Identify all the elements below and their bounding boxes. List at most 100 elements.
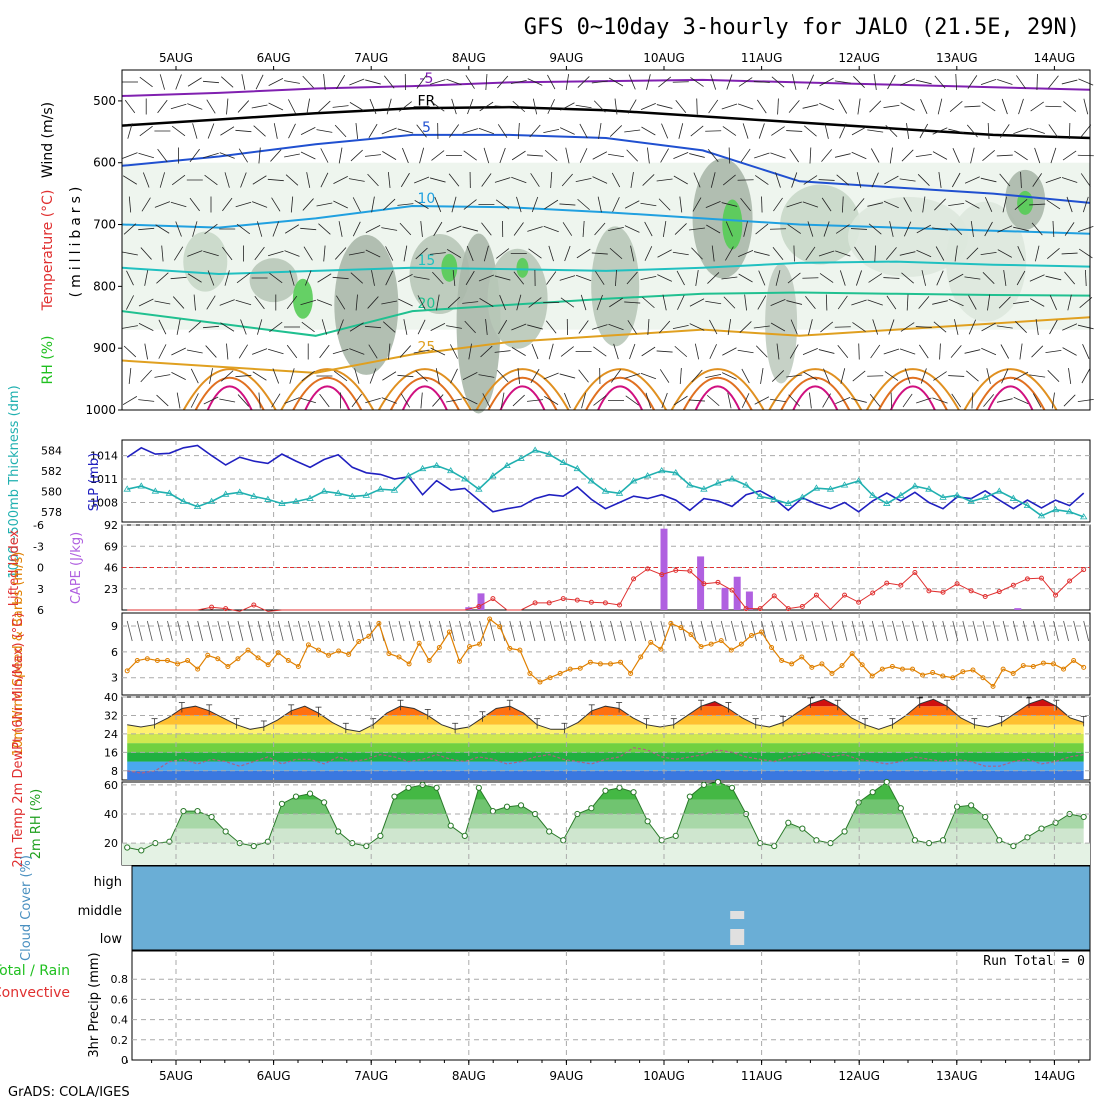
li-tick-label: 0 <box>37 562 44 575</box>
surface-wind-barb <box>832 621 837 641</box>
rh-marker <box>504 804 509 809</box>
bottom-date-label: 10AUG <box>643 1069 685 1083</box>
surface-wind-barb <box>651 621 656 641</box>
surface-wind-barb <box>1023 621 1028 641</box>
rh-marker <box>1053 820 1058 825</box>
rh-marker <box>448 823 453 828</box>
top-date-label: 12AUG <box>838 51 880 65</box>
wind-tick-label: 6 <box>111 646 118 659</box>
rh-marker <box>209 814 214 819</box>
temp-band <box>122 734 1090 743</box>
cloud-label: Cloud Cover (%) <box>19 855 34 961</box>
surface-wind-barb <box>862 621 867 641</box>
panels: 5AUG5AUG6AUG6AUG7AUG7AUG8AUG8AUG9AUG9AUG… <box>0 51 1094 1083</box>
temp-tick-label: 40 <box>104 691 118 704</box>
surface-wind-barb <box>137 621 142 641</box>
temp-band <box>122 762 1090 771</box>
wind-tick-label: 3 <box>111 672 118 685</box>
rh-marker <box>547 829 552 834</box>
precip-tick-label: 0.8 <box>111 973 129 986</box>
surface-wind-barb <box>892 621 897 641</box>
surface-wind-barb <box>288 621 293 641</box>
bottom-date-label: 5AUG <box>159 1069 193 1083</box>
surface-wind-barb <box>278 621 283 641</box>
top-date-label: 6AUG <box>257 51 291 65</box>
surface-wind-barb <box>701 621 706 641</box>
rh-marker <box>336 829 341 834</box>
rh-band <box>122 843 1090 865</box>
wind-barb <box>705 131 721 132</box>
surface-wind-barb <box>560 621 565 641</box>
precip-tick-label: 0 <box>121 1054 128 1067</box>
rh-marker <box>617 785 622 790</box>
surface-wind-barb <box>409 621 414 641</box>
rh-marker <box>307 791 312 796</box>
surface-wind-barb <box>530 621 535 641</box>
rh-marker <box>1011 843 1016 848</box>
surface-wind-barb <box>792 621 797 641</box>
temp-tick-label: 24 <box>104 728 118 741</box>
ylabel-part: Wind (m/s) <box>40 102 56 178</box>
rh-marker <box>983 814 988 819</box>
temp-band <box>122 771 1090 780</box>
surface-wind-barb <box>1074 621 1079 641</box>
rh-label: 2m RH (%) <box>29 789 44 860</box>
isotherm-label: 20 <box>417 296 435 312</box>
isotherm-label: 25 <box>417 339 435 355</box>
rh-marker <box>814 838 819 843</box>
cloud-row-label: middle <box>78 904 122 919</box>
upper-air-ylabel: RH (%)Temperature (°C)Wind (m/s)(milliba… <box>40 102 84 385</box>
precip-legend-convective: Convective <box>0 985 70 1001</box>
wind-barb <box>1045 106 1061 107</box>
surface-wind-barb <box>782 621 787 641</box>
bottom-date-label: 7AUG <box>354 1069 388 1083</box>
thickness-tick-label: 582 <box>41 465 62 478</box>
top-date-label: 11AUG <box>741 51 783 65</box>
rh-marker <box>561 838 566 843</box>
cloud-clear-cell <box>730 911 744 919</box>
surface-wind-barb <box>1003 621 1008 641</box>
wind-speed-line <box>127 619 1083 686</box>
surface-wind-barb <box>1064 621 1069 641</box>
surface-wind-barb <box>913 621 918 641</box>
surface-wind-barb <box>983 621 988 641</box>
surface-wind-barb <box>167 621 172 641</box>
rh-marker <box>912 838 917 843</box>
rh-marker <box>673 833 678 838</box>
rh-marker <box>251 843 256 848</box>
surface-wind-barb <box>540 621 545 641</box>
wind-barb <box>729 148 730 164</box>
top-date-label: 8AUG <box>452 51 486 65</box>
cape-bar <box>722 588 729 610</box>
surface-wind-barb <box>127 621 132 641</box>
surface-wind-barb <box>520 621 525 641</box>
surface-wind-barb <box>751 621 756 641</box>
wind-barb <box>891 393 892 409</box>
surface-wind-barb <box>973 621 978 641</box>
rh-marker <box>997 838 1002 843</box>
cape-bar <box>1014 608 1021 610</box>
surface-wind-barb <box>812 621 817 641</box>
rh-marker <box>1025 835 1030 840</box>
rh-marker <box>378 833 383 838</box>
isotherm-label: -5 <box>419 71 433 87</box>
rh-marker <box>462 833 467 838</box>
cloud-ylabel: Cloud Cover (%) <box>19 855 34 961</box>
surface-wind-barb <box>459 621 464 641</box>
bottom-date-label: 13AUG <box>936 1069 978 1083</box>
pressure-tick-label: 600 <box>93 156 116 170</box>
wind-barb <box>738 180 754 181</box>
bottom-date-label: 11AUG <box>741 1069 783 1083</box>
temp-band <box>122 743 1090 752</box>
wind-barb <box>867 376 883 377</box>
surface-wind-barb <box>882 621 887 641</box>
rh-shade-area <box>591 226 639 346</box>
cloud-row-label: high <box>94 875 122 890</box>
thickness-slp-frame <box>122 440 1090 522</box>
rh-ylabel: 2m RH (%) <box>29 789 44 860</box>
surface-wind-barb <box>359 621 364 641</box>
cape-bar <box>661 529 668 610</box>
surface-wind-barb <box>852 621 857 641</box>
surface-wind-barb <box>580 621 585 641</box>
cape-tick-label: 92 <box>104 519 118 532</box>
